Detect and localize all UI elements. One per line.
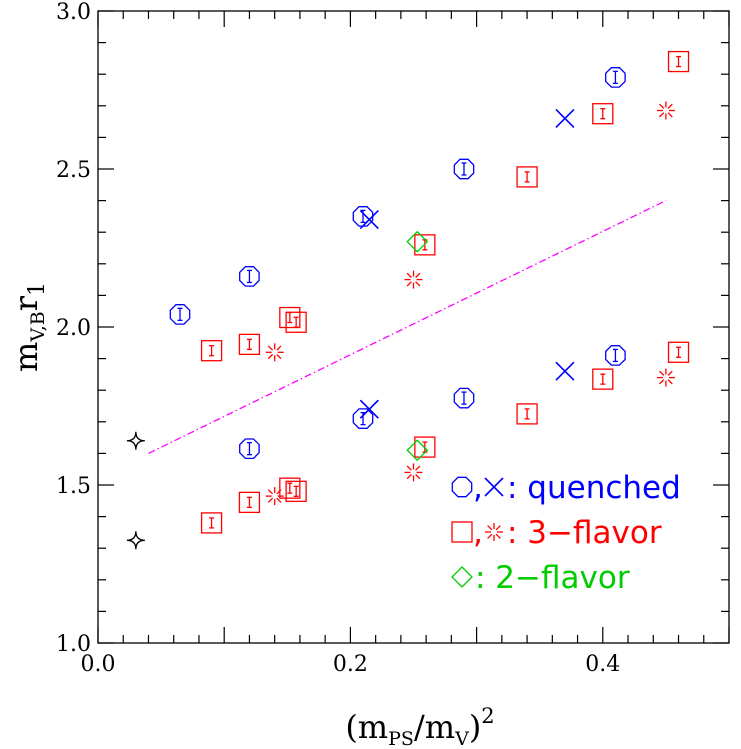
- three-flavor-square-point: [285, 480, 307, 502]
- quenched-octagon-point: [169, 304, 191, 325]
- legend: , : quenched, : 3−flavor : 2−flavor: [451, 470, 681, 596]
- three-flavor-burst-point: [404, 463, 423, 482]
- legend-burst-icon: [485, 523, 503, 541]
- axis-ticks: [97, 10, 730, 644]
- quenched-octagon-point: [352, 206, 374, 227]
- quenched-octagon-point: [352, 408, 374, 429]
- legend-octagon-icon: [451, 476, 473, 498]
- three-flavor-square-point: [279, 477, 301, 499]
- three-flavor-square-point: [516, 403, 538, 425]
- y-axis-title: mV,Br1: [7, 282, 50, 372]
- y-tick-label: 2.0: [56, 316, 91, 341]
- three-flavor-burst-point: [656, 101, 675, 120]
- y-tick-label: 2.5: [56, 158, 91, 183]
- two-flavor-diamond-point: [406, 230, 429, 253]
- three-flavor-square-point: [238, 333, 261, 356]
- three-flavor-square-point: [516, 166, 538, 188]
- x-axis-title: (mPS/mV)2: [345, 704, 494, 749]
- quenched-octagon-point: [453, 158, 475, 180]
- legend-separator: ,: [473, 515, 483, 551]
- fit-line-group: [148, 200, 667, 454]
- y-tick-label: 1.0: [56, 632, 91, 657]
- dash-dot-line: [148, 200, 667, 454]
- three-flavor-square-point: [592, 103, 614, 125]
- three-flavor-burst-point: [265, 343, 284, 362]
- three-flavor-square-point: [667, 50, 690, 73]
- quenched-cross-point: [359, 399, 379, 419]
- y-tick-label: 1.5: [56, 474, 91, 499]
- three-flavor-square-point: [200, 512, 223, 534]
- legend-label: : 3−flavor: [507, 515, 662, 551]
- three-flavor-square-point: [285, 311, 307, 333]
- three-flavor-burst-point: [404, 270, 423, 289]
- three-flavor-square-point: [592, 368, 614, 390]
- x-tick-label: 0.4: [585, 652, 620, 677]
- physical-star-point: [126, 531, 145, 550]
- legend-cross-icon: [484, 477, 504, 497]
- quenched-octagon-point: [605, 345, 626, 366]
- three-flavor-burst-point: [656, 368, 675, 387]
- legend-entry: , : quenched: [451, 470, 681, 506]
- axis-tick-labels: 0.0 0.2 0.4 1.0 1.5 2.0 2.5 3.0: [56, 0, 620, 677]
- physical-star-point: [126, 431, 145, 450]
- legend-square-icon: [451, 521, 473, 543]
- quenched-octagon-point: [605, 67, 626, 88]
- quenched-octagon-point: [239, 438, 260, 460]
- legend-entry: : 2−flavor: [451, 560, 630, 596]
- two-flavor-diamond-point: [406, 439, 429, 462]
- x-tick-label: 0.2: [333, 652, 368, 677]
- legend-diamond-icon: [451, 566, 473, 588]
- data-markers: [126, 50, 690, 550]
- legend-label: : 2−flavor: [475, 560, 630, 596]
- three-flavor-burst-point: [265, 487, 284, 506]
- x-tick-label: 0.0: [81, 652, 116, 677]
- legend-separator: ,: [473, 470, 483, 506]
- three-flavor-square-point: [200, 340, 223, 362]
- legend-label: : quenched: [507, 470, 681, 506]
- quenched-cross-point: [555, 361, 575, 381]
- quenched-octagon-point: [453, 387, 475, 409]
- three-flavor-square-point: [238, 491, 261, 514]
- quenched-octagon-point: [239, 266, 260, 287]
- y-tick-label: 3.0: [56, 0, 91, 25]
- legend-entry: , : 3−flavor: [451, 515, 662, 551]
- quenched-cross-point: [555, 108, 575, 129]
- quenched-cross-point: [359, 209, 379, 230]
- three-flavor-square-point: [667, 341, 690, 363]
